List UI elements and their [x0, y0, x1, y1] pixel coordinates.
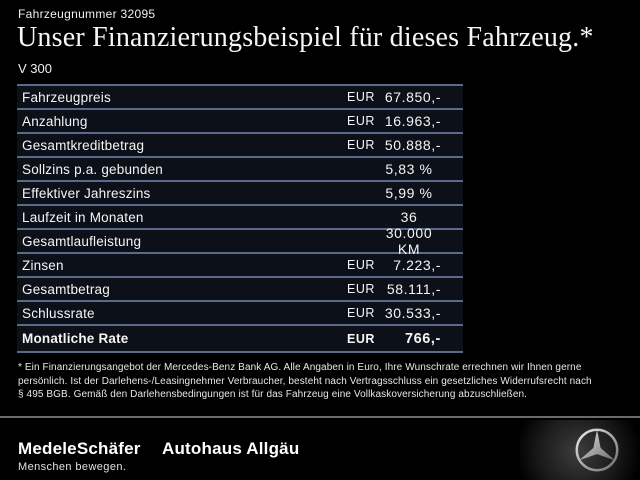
mercedes-star-icon: [574, 427, 620, 473]
row-value: 58.111,-: [386, 281, 441, 297]
vehicle-number: Fahrzeugnummer 32095: [18, 7, 156, 21]
row-currency: EUR: [347, 258, 375, 272]
logo-glow: [520, 420, 640, 480]
model-name: V 300: [18, 61, 52, 76]
row-label: Monatliche Rate: [22, 331, 129, 346]
table-row: Anzahlung EUR 16.963,-: [17, 110, 463, 134]
row-currency: EUR: [347, 114, 375, 128]
page-title: Unser Finanzierungsbeispiel für dieses F…: [17, 22, 594, 53]
table-row: Effektiver Jahreszins 5,99 %: [17, 182, 463, 206]
row-label: Laufzeit in Monaten: [22, 209, 144, 225]
table-row: Gesamtlaufleistung 30.000 KM: [17, 225, 463, 257]
table-row: Sollzins p.a. gebunden 5,83 %: [17, 158, 463, 182]
dealer-footer: MedeleSchäfer Autohaus Allgäu Menschen b…: [0, 416, 640, 480]
row-label: Gesamtbetrag: [22, 281, 110, 297]
table-row-monthly-rate: Monatliche Rate EUR 766,-: [17, 326, 463, 353]
table-row: Schlussrate EUR 30.533,-: [17, 302, 463, 326]
table-row: Gesamtkreditbetrag EUR 50.888,-: [17, 134, 463, 158]
finance-disclaimer: * Ein Finanzierungsangebot der Mercedes-…: [18, 361, 628, 402]
row-label: Fahrzeugpreis: [22, 89, 111, 105]
row-currency: EUR: [347, 306, 375, 320]
row-value: 36: [400, 209, 418, 225]
disclaimer-line: persönlich. Ist der Darlehens-/Leasingne…: [18, 375, 592, 387]
row-value: 30.533,-: [384, 305, 441, 321]
row-label: Anzahlung: [22, 113, 88, 129]
dealer-logo-autohaus-allgaeu: Autohaus Allgäu: [162, 439, 300, 458]
finance-table: Fahrzeugpreis EUR 67.850,- Anzahlung EUR…: [17, 84, 463, 353]
row-label: Sollzins p.a. gebunden: [22, 161, 164, 177]
table-row: Gesamtbetrag EUR 58.111,-: [17, 278, 463, 302]
row-value: 30.000 KM: [385, 225, 433, 257]
row-value: 67.850,-: [384, 89, 441, 105]
row-label: Gesamtkreditbetrag: [22, 137, 145, 153]
dealer-tagline: Menschen bewegen.: [18, 461, 127, 473]
table-row: Fahrzeugpreis EUR 67.850,-: [17, 86, 463, 110]
row-label: Zinsen: [22, 257, 64, 273]
row-value: 50.888,-: [384, 137, 441, 153]
row-value: 5,83 %: [385, 161, 433, 177]
row-currency: EUR: [347, 282, 375, 296]
row-value: 7.223,-: [393, 257, 441, 273]
row-label: Schlussrate: [22, 305, 95, 321]
table-row: Zinsen EUR 7.223,-: [17, 254, 463, 278]
row-value: 5,99 %: [385, 185, 433, 201]
row-label: Effektiver Jahreszins: [22, 185, 151, 201]
row-value: 16.963,-: [384, 113, 441, 129]
table-row: Laufzeit in Monaten 36: [17, 206, 463, 230]
row-currency: EUR: [347, 138, 375, 152]
row-currency: EUR: [347, 90, 375, 104]
disclaimer-line: § 495 BGB. Gemäß den Darlehensbedingunge…: [18, 389, 528, 400]
row-value: 766,-: [404, 330, 441, 347]
row-currency: EUR: [347, 331, 375, 346]
dealer-logo-medele-schaefer: MedeleSchäfer: [18, 439, 141, 458]
row-label: Gesamtlaufleistung: [22, 233, 142, 249]
disclaimer-line: * Ein Finanzierungsangebot der Mercedes-…: [18, 362, 582, 373]
